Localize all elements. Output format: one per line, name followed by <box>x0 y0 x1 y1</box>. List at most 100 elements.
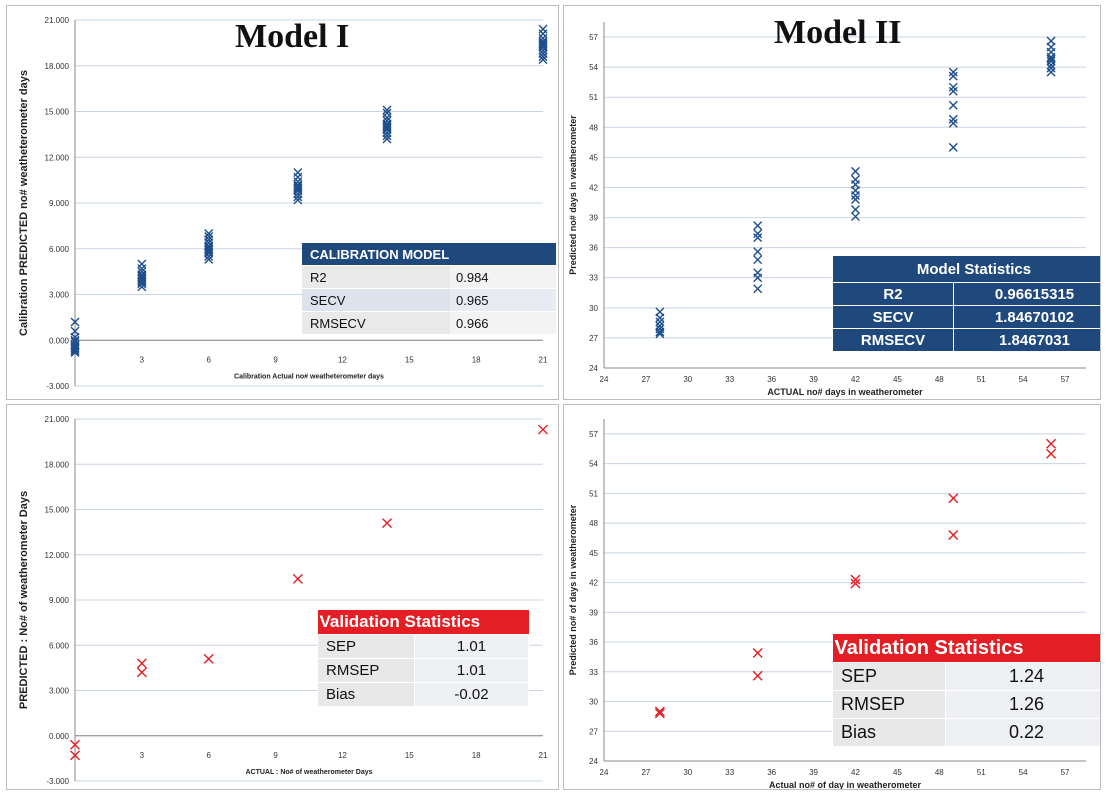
stat-value: 1.8467031 <box>953 328 1100 352</box>
data-point <box>948 71 958 81</box>
y-tick-label: 21.000 <box>45 16 70 25</box>
stat-label: R2 <box>832 282 954 306</box>
marker-stroke <box>948 114 958 124</box>
model-i-validation-chart: -3.000 0.000 3.000 6.000 9.000 12.000 15.000 18… <box>18 415 548 786</box>
data-point <box>538 52 548 62</box>
marker-stroke <box>753 247 763 257</box>
y-tick-label: 0.000 <box>49 732 70 741</box>
table-header: Validation Statistics <box>832 634 1100 663</box>
data-point <box>293 172 303 182</box>
marker-stroke <box>753 233 763 243</box>
marker-stroke <box>655 329 665 339</box>
y-tick-label: 36 <box>589 638 598 647</box>
data-point <box>293 168 303 177</box>
data-point <box>753 221 763 231</box>
x-tick-label: 57 <box>1061 375 1070 384</box>
x-axis-title: ACTUAL no# days in weatherometer <box>767 387 923 397</box>
model-ii-validation-panel: 24 27 30 33 36 39 42 45 48 51 54 57 24 27 30 33 36 39 42 45… <box>563 404 1101 790</box>
data-point <box>538 424 548 435</box>
data-point <box>1046 67 1056 77</box>
table-row: R2 0.984 <box>302 265 556 289</box>
stat-value: -0.02 <box>414 682 529 707</box>
data-point <box>382 131 392 141</box>
data-point <box>752 670 763 681</box>
stat-value: 1.01 <box>414 658 529 683</box>
table-row: SEP 1.24 <box>832 662 1100 691</box>
x-tick-label: 42 <box>851 375 860 384</box>
stat-value: 0.966 <box>450 311 556 335</box>
data-point <box>850 574 861 585</box>
marker-stroke <box>293 184 303 194</box>
marker-stroke <box>538 41 548 51</box>
marker-stroke <box>655 327 665 337</box>
x-tick-label: 3 <box>140 355 145 364</box>
data-point <box>850 195 860 205</box>
stat-value: 1.01 <box>414 634 529 659</box>
y-tick-label: 3.000 <box>49 687 70 696</box>
data-point <box>1046 438 1057 449</box>
x-axis-title: Actual no# of day in weatherometer <box>769 780 922 790</box>
x-tick-label: 48 <box>935 375 944 384</box>
x-tick-label: 24 <box>600 768 609 777</box>
marker-stroke <box>654 706 665 717</box>
data-point <box>850 212 860 222</box>
stat-value: 0.22 <box>945 718 1100 747</box>
x-tick-label: 54 <box>1019 375 1028 384</box>
model-ii-calibration-panel: 24 27 30 33 36 39 42 45 48 51 54 57 24 27 30 33 36 39 42 45… <box>563 5 1101 400</box>
stat-label: SECV <box>832 305 954 329</box>
data-point <box>292 573 303 584</box>
marker-stroke <box>70 739 80 750</box>
y-tick-label: 18.000 <box>45 460 70 469</box>
data-point <box>137 282 147 292</box>
table-header: Model Statistics <box>832 255 1100 283</box>
data-point <box>382 120 392 130</box>
data-point <box>948 142 958 152</box>
marker-stroke <box>137 271 147 281</box>
x-tick-label: 39 <box>809 768 818 777</box>
table-row: RMSEP 1.26 <box>832 690 1100 719</box>
data-point <box>850 191 860 200</box>
x-tick-label: 6 <box>206 751 211 760</box>
stat-label: RMSECV <box>832 328 954 352</box>
table-row: R2 0.96615315 <box>832 282 1100 306</box>
x-tick-label: 6 <box>206 355 211 364</box>
x-tick-label: 9 <box>273 355 278 364</box>
table-row: RMSECV 1.8467031 <box>832 328 1100 352</box>
data-point <box>753 229 763 239</box>
stat-label: RMSEP <box>832 690 946 719</box>
marker-stroke <box>850 205 860 215</box>
model-ii-validation-chart: 24 27 30 33 36 39 42 45 48 51 54 57 24 27 30 33 36 39 42 45… <box>568 419 1086 790</box>
data-point <box>654 706 665 717</box>
x-tick-label: 33 <box>725 375 734 384</box>
marker-stroke <box>1046 438 1057 449</box>
x-tick-label: 42 <box>851 768 860 777</box>
y-tick-label: 30 <box>589 304 598 313</box>
marker-stroke <box>850 574 861 585</box>
data-point <box>70 317 80 327</box>
marker-stroke <box>382 134 392 144</box>
x-tick-label: 51 <box>977 375 986 384</box>
y-tick-label: 48 <box>589 519 598 528</box>
marker-stroke <box>137 274 147 284</box>
table-row: RMSECV 0.966 <box>302 311 556 335</box>
marker-stroke <box>382 518 392 529</box>
marker-stroke <box>204 254 214 264</box>
x-tick-label: 27 <box>641 375 650 384</box>
y-tick-label: 15.000 <box>45 108 70 117</box>
y-tick-label: 51 <box>589 93 598 102</box>
x-tick-label: 3 <box>140 751 145 760</box>
marker-stroke <box>948 529 959 540</box>
x-tick-label: 15 <box>405 751 414 760</box>
data-point <box>948 493 959 504</box>
x-tick-label: 21 <box>539 355 548 364</box>
marker-stroke <box>70 317 80 327</box>
y-tick-label: 57 <box>589 430 598 439</box>
y-tick-label: 33 <box>589 274 598 283</box>
marker-stroke <box>752 670 763 681</box>
stat-label: SECV <box>302 288 450 312</box>
marker-stroke <box>1046 54 1056 64</box>
marker-stroke <box>293 181 303 191</box>
marker-stroke <box>948 142 958 152</box>
marker-stroke <box>655 313 665 323</box>
y-tick-label: -3.000 <box>46 777 69 786</box>
